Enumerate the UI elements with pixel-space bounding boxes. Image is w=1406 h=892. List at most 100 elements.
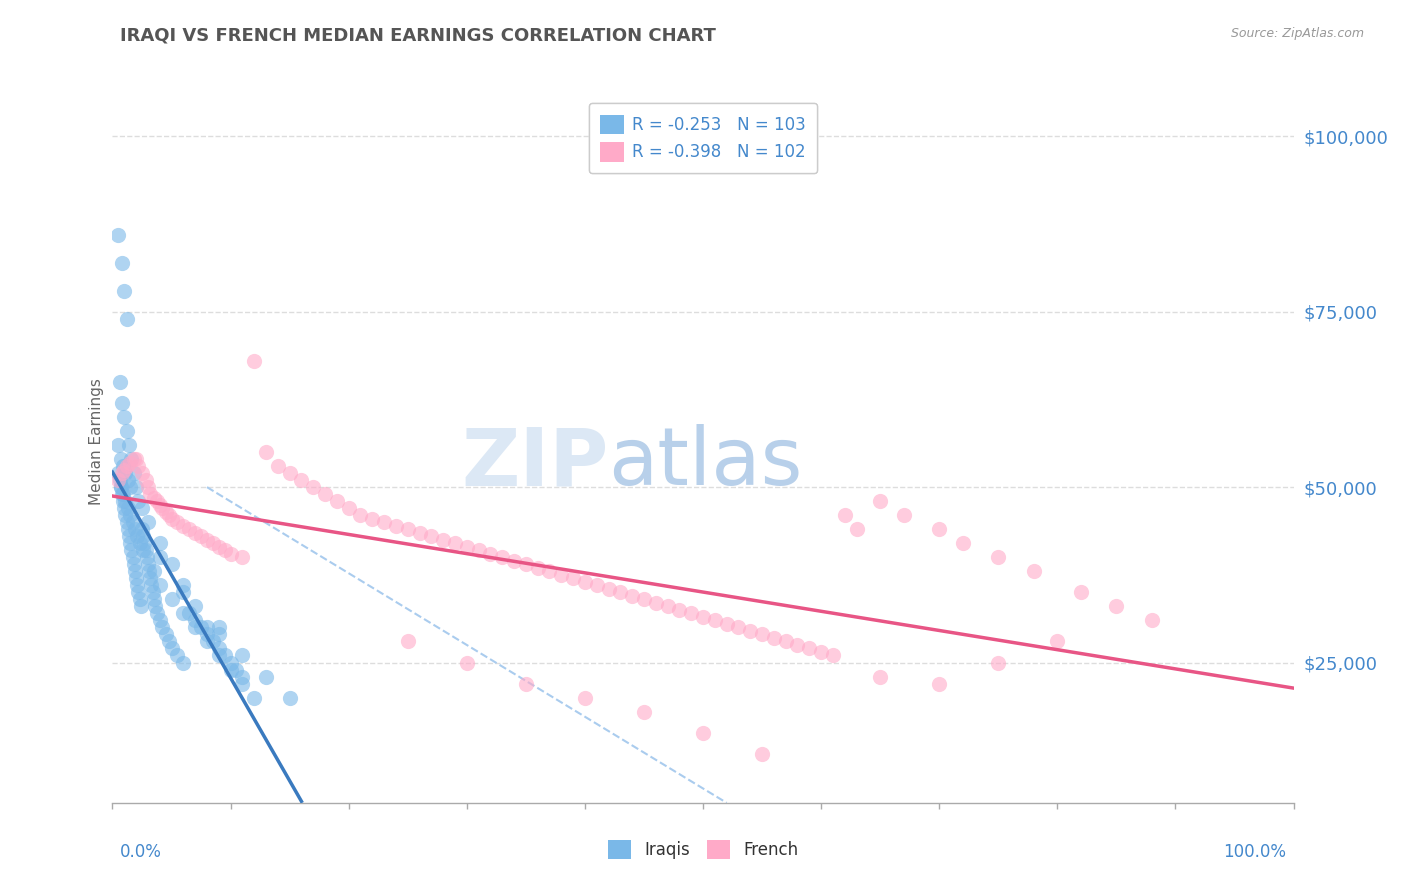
Point <box>166 648 188 663</box>
Legend: Iraqis, French: Iraqis, French <box>600 833 806 866</box>
Point <box>219 547 242 561</box>
Point <box>479 547 502 561</box>
Point <box>633 592 655 607</box>
Point <box>120 480 142 494</box>
Point <box>208 620 231 634</box>
Point <box>195 533 218 547</box>
Point <box>108 375 131 389</box>
Point <box>869 494 891 508</box>
Point <box>128 536 150 550</box>
Point <box>138 564 160 578</box>
Point <box>420 529 443 543</box>
Point <box>110 480 132 494</box>
Point <box>231 648 253 663</box>
Point <box>1046 634 1069 648</box>
Point <box>208 540 231 554</box>
Point <box>132 543 155 558</box>
Point <box>107 438 129 452</box>
Point <box>155 505 177 519</box>
Point <box>172 585 194 599</box>
Point <box>117 501 139 516</box>
Point <box>132 529 155 543</box>
Point <box>172 518 194 533</box>
Point <box>1140 614 1163 628</box>
Point <box>122 466 145 480</box>
Point <box>142 491 165 505</box>
Point <box>219 663 242 677</box>
Point <box>142 585 165 599</box>
Point <box>515 676 537 690</box>
Point <box>692 725 714 739</box>
Point <box>112 487 135 501</box>
Point <box>121 515 143 529</box>
Point <box>127 585 149 599</box>
Point <box>172 578 194 592</box>
Point <box>143 599 166 614</box>
Point <box>799 641 821 656</box>
Point <box>845 522 868 536</box>
Point <box>184 614 207 628</box>
Point <box>562 571 585 585</box>
Point <box>184 620 207 634</box>
Point <box>727 620 749 634</box>
Point <box>786 638 808 652</box>
Point <box>142 564 165 578</box>
Point <box>526 561 548 575</box>
Point <box>214 543 236 558</box>
Point <box>574 690 596 705</box>
Text: ZIP: ZIP <box>461 425 609 502</box>
Point <box>136 480 159 494</box>
Point <box>136 515 159 529</box>
Point <box>231 669 253 683</box>
Point <box>987 550 1010 565</box>
Point <box>208 627 231 641</box>
Point <box>219 656 242 670</box>
Point <box>157 508 180 523</box>
Point <box>467 543 489 558</box>
Point <box>751 747 773 761</box>
Point <box>131 466 153 480</box>
Point <box>149 578 172 592</box>
Point <box>122 558 145 572</box>
Point <box>214 648 236 663</box>
Point <box>201 536 224 550</box>
Point <box>122 452 145 467</box>
Point <box>231 550 253 565</box>
Point <box>456 656 478 670</box>
Point <box>111 487 134 501</box>
Point <box>135 550 157 565</box>
Point <box>118 529 141 543</box>
Point <box>928 522 950 536</box>
Point <box>135 543 157 558</box>
Point <box>326 494 349 508</box>
Point <box>190 529 212 543</box>
Point <box>396 522 419 536</box>
Point <box>1022 564 1045 578</box>
Text: 0.0%: 0.0% <box>120 843 162 861</box>
Point <box>190 620 212 634</box>
Point <box>112 462 135 476</box>
Point <box>117 473 139 487</box>
Point <box>149 498 172 512</box>
Point <box>120 536 142 550</box>
Point <box>114 466 136 480</box>
Point <box>127 529 149 543</box>
Point <box>195 627 218 641</box>
Point <box>267 459 290 474</box>
Point <box>125 571 148 585</box>
Point <box>121 550 143 565</box>
Point <box>278 690 301 705</box>
Point <box>208 648 231 663</box>
Point <box>155 627 177 641</box>
Point <box>127 494 149 508</box>
Point <box>125 480 148 494</box>
Point <box>139 487 162 501</box>
Point <box>373 515 395 529</box>
Point <box>146 607 169 621</box>
Point <box>111 466 134 480</box>
Point <box>110 452 132 467</box>
Point <box>128 592 150 607</box>
Point <box>166 515 188 529</box>
Point <box>184 599 207 614</box>
Point <box>136 558 159 572</box>
